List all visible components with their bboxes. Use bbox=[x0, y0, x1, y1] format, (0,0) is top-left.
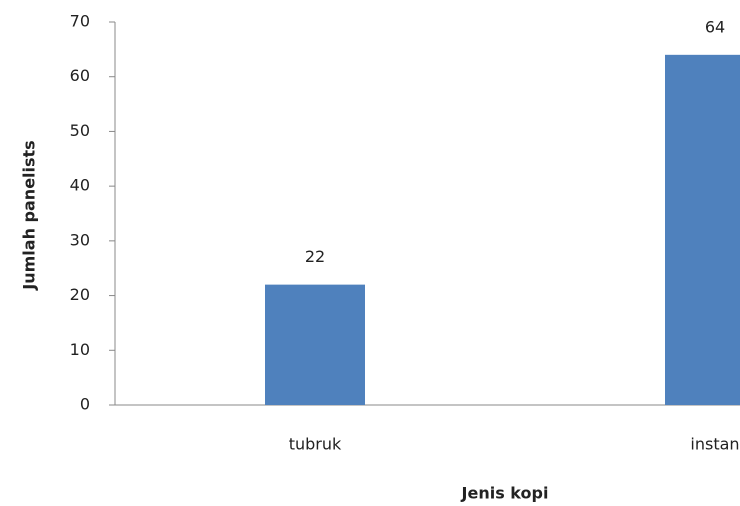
y-tick-label: 70 bbox=[70, 12, 90, 31]
y-tick-label: 40 bbox=[70, 176, 90, 195]
y-tick-label: 60 bbox=[70, 66, 90, 85]
x-tick-label: tubruk bbox=[289, 435, 342, 454]
y-tick-label: 30 bbox=[70, 230, 90, 249]
value-label: 64 bbox=[705, 17, 725, 36]
y-tick-label: 0 bbox=[80, 395, 90, 414]
y-tick-label: 20 bbox=[70, 285, 90, 304]
x-tick-label: instan bbox=[690, 435, 739, 454]
bar bbox=[265, 284, 365, 405]
y-tick-label: 50 bbox=[70, 121, 90, 140]
y-tick-label: 10 bbox=[70, 340, 90, 359]
bar bbox=[665, 54, 740, 405]
y-axis-title: Jumlah panelists bbox=[20, 140, 39, 290]
value-label: 22 bbox=[305, 247, 325, 266]
x-axis-title: Jenis kopi bbox=[461, 484, 549, 503]
